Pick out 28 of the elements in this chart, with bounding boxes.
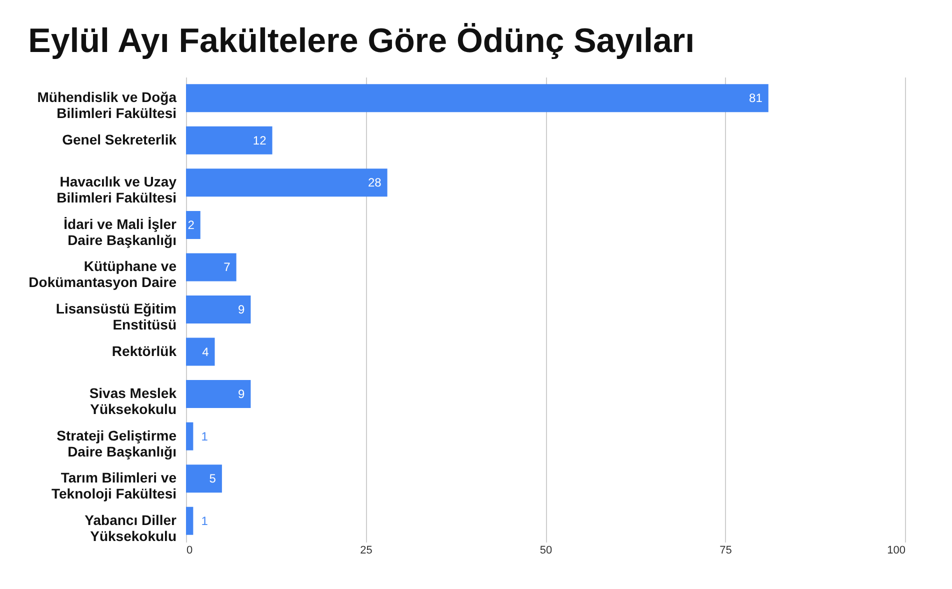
x-tick-label: 25 bbox=[360, 544, 372, 556]
y-tick-label: İdari ve Mali İşler Daire Başkanlığı bbox=[64, 216, 178, 248]
chart-title: Eylül Ayı Fakültelere Göre Ödünç Sayıları bbox=[28, 22, 695, 60]
data-label: 2 bbox=[188, 218, 195, 232]
data-label: 81 bbox=[749, 91, 763, 106]
y-tick-label: Kütüphane ve Dokümantasyon Daire bbox=[28, 258, 177, 290]
data-label: 1 bbox=[201, 429, 208, 444]
y-tick-label: Tarım Bilimleri ve Teknoloji Fakültesi bbox=[52, 470, 177, 502]
data-label: 5 bbox=[209, 472, 216, 486]
y-tick-label: Rektörlük bbox=[112, 342, 177, 359]
y-tick-label: Lisansüstü Eğitim Enstitüsü bbox=[56, 300, 176, 332]
data-label: 4 bbox=[202, 344, 210, 359]
data-label: 28 bbox=[368, 176, 382, 190]
y-tick-label: Yabancı Diller Yüksekokulu bbox=[84, 512, 178, 544]
x-tick-label: 100 bbox=[887, 544, 906, 556]
x-tick-label: 50 bbox=[540, 544, 552, 556]
data-label: 1 bbox=[201, 514, 208, 528]
y-tick-label: Mühendislik ve Doğa Bilimleri Fakültesi bbox=[37, 89, 177, 122]
data-label: 7 bbox=[224, 260, 231, 274]
data-label: 12 bbox=[252, 133, 267, 148]
data-label: 9 bbox=[238, 302, 246, 316]
data-label: 9 bbox=[238, 387, 246, 402]
y-tick-label: Sivas Meslek Yüksekokulu bbox=[89, 385, 177, 418]
y-tick-label: Havacılık ve Uzay Bilimleri Fakültesi bbox=[56, 174, 177, 206]
y-tick-label: Strateji Geliştirme Daire Başkanlığı bbox=[56, 427, 177, 460]
y-tick-label: Genel Sekreterlik bbox=[62, 131, 177, 148]
x-tick-label: 75 bbox=[720, 544, 732, 556]
x-tick-label: 0 bbox=[186, 544, 193, 556]
